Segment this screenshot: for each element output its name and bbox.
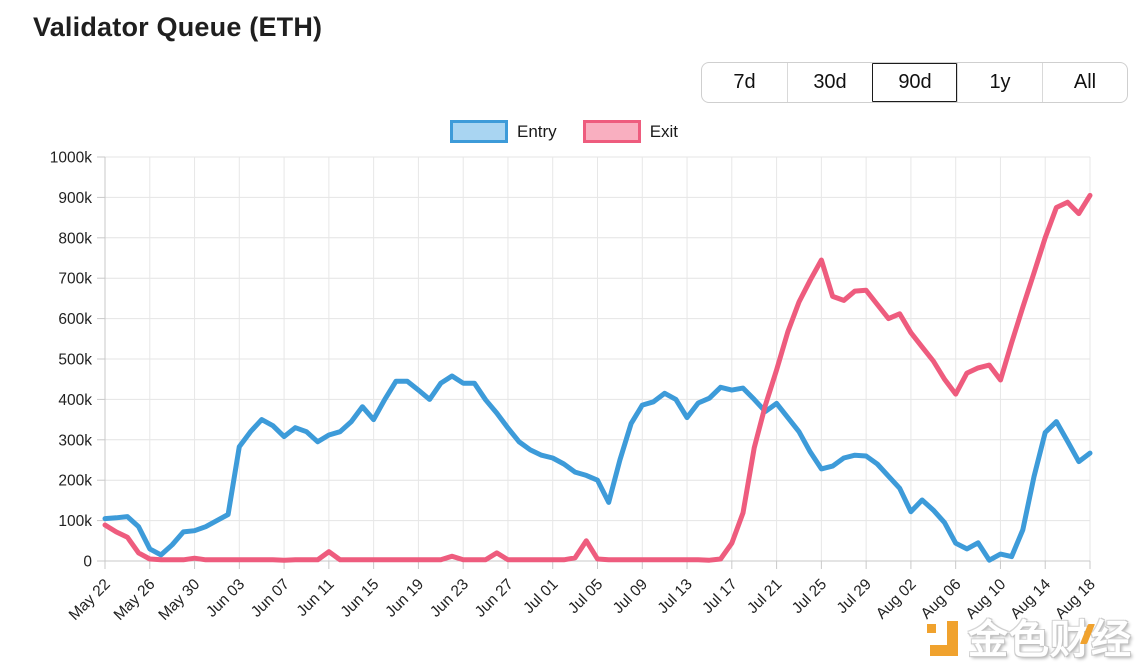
- y-axis-label: 700k: [58, 271, 92, 288]
- y-axis-label: 0: [83, 554, 92, 571]
- entry-line: [102, 373, 1093, 563]
- y-axis-label: 600k: [58, 311, 92, 328]
- x-axis-label: Aug 18: [1052, 576, 1099, 623]
- x-axis-label: Jul 09: [610, 576, 651, 617]
- range-button-7d[interactable]: 7d: [702, 63, 787, 102]
- exit-series-swatch: [582, 120, 641, 143]
- exit-legend-label: Exit: [649, 121, 679, 141]
- x-axis-label: Jun 27: [472, 576, 517, 621]
- entry-legend-label: Entry: [517, 121, 557, 141]
- y-axis-label: 300k: [58, 432, 92, 449]
- x-axis-label: Jun 15: [338, 576, 383, 621]
- page-title: Validator Queue (ETH): [33, 12, 323, 42]
- x-axis-label: Jun 07: [248, 576, 293, 621]
- y-axis-label: 400k: [58, 392, 92, 409]
- legend-item-exit[interactable]: Exit: [582, 120, 679, 143]
- time-range-selector: 7d 30d 90d 1y All: [701, 62, 1128, 103]
- legend-item-entry[interactable]: Entry: [450, 120, 557, 143]
- x-axis-label: Jul 05: [565, 576, 606, 617]
- y-axis-label: 1000k: [50, 150, 92, 167]
- y-axis-label: 800k: [58, 230, 92, 247]
- x-axis-label: May 26: [111, 576, 159, 624]
- x-axis-label: Aug 06: [918, 576, 965, 623]
- y-axis-label: 900k: [58, 190, 92, 207]
- x-axis-label: Aug 10: [963, 576, 1010, 623]
- range-button-90d[interactable]: 90d: [872, 63, 957, 102]
- range-button-all[interactable]: All: [1042, 63, 1127, 102]
- chart-legend: Entry Exit: [450, 120, 678, 143]
- x-axis-label: Jun 11: [294, 576, 338, 620]
- x-axis-label: Jun 03: [203, 576, 248, 621]
- x-axis-label: Jul 21: [744, 576, 785, 617]
- x-axis-label: May 30: [155, 576, 203, 624]
- range-button-30d[interactable]: 30d: [787, 63, 872, 102]
- y-axis-label: 200k: [58, 473, 92, 490]
- entry-series-swatch: [450, 120, 508, 143]
- y-axis-label: 100k: [58, 513, 92, 530]
- x-axis-label: Jul 01: [520, 576, 561, 617]
- x-axis-label: Jul 13: [655, 576, 696, 617]
- x-axis-label: Jul 25: [789, 576, 830, 617]
- x-axis-label: Aug 02: [873, 576, 920, 623]
- x-axis-label: Jul 29: [834, 576, 875, 617]
- exit-line: [102, 192, 1093, 563]
- x-axis-label: Jun 19: [382, 576, 427, 621]
- x-axis-label: Aug 14: [1007, 576, 1054, 623]
- x-axis-label: May 22: [66, 576, 114, 624]
- y-axis-label: 500k: [58, 352, 92, 369]
- range-button-1y[interactable]: 1y: [957, 63, 1042, 102]
- x-axis-label: Jun 23: [427, 576, 472, 621]
- x-axis-label: Jul 17: [699, 576, 740, 617]
